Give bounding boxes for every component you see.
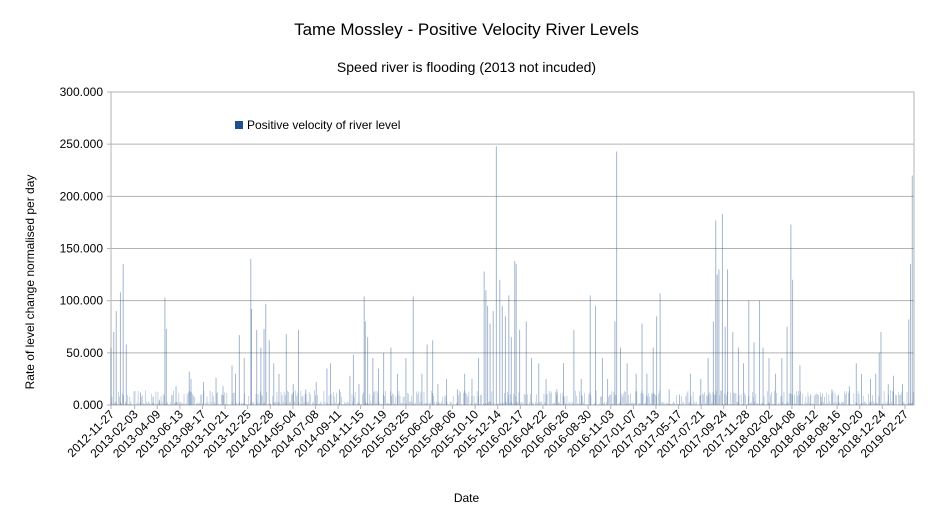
y-tick-label: 200.000	[60, 189, 104, 203]
chart-title: Tame Mossley - Positive Velocity River L…	[294, 20, 639, 39]
y-tick-label: 250.000	[60, 137, 104, 151]
y-tick-label: 150.000	[60, 242, 104, 256]
y-tick-label: 100.000	[60, 294, 104, 308]
legend: Positive velocity of river level	[235, 118, 400, 132]
legend-label: Positive velocity of river level	[247, 118, 401, 132]
chart-subtitle: Speed river is flooding (2013 not incude…	[336, 59, 597, 75]
y-tick-label: 50.000	[66, 346, 103, 360]
x-axis-label: Date	[453, 491, 480, 505]
y-tick-label: 300.000	[60, 85, 104, 99]
y-tick-label: 0.000	[73, 398, 103, 412]
legend-swatch	[235, 121, 243, 129]
